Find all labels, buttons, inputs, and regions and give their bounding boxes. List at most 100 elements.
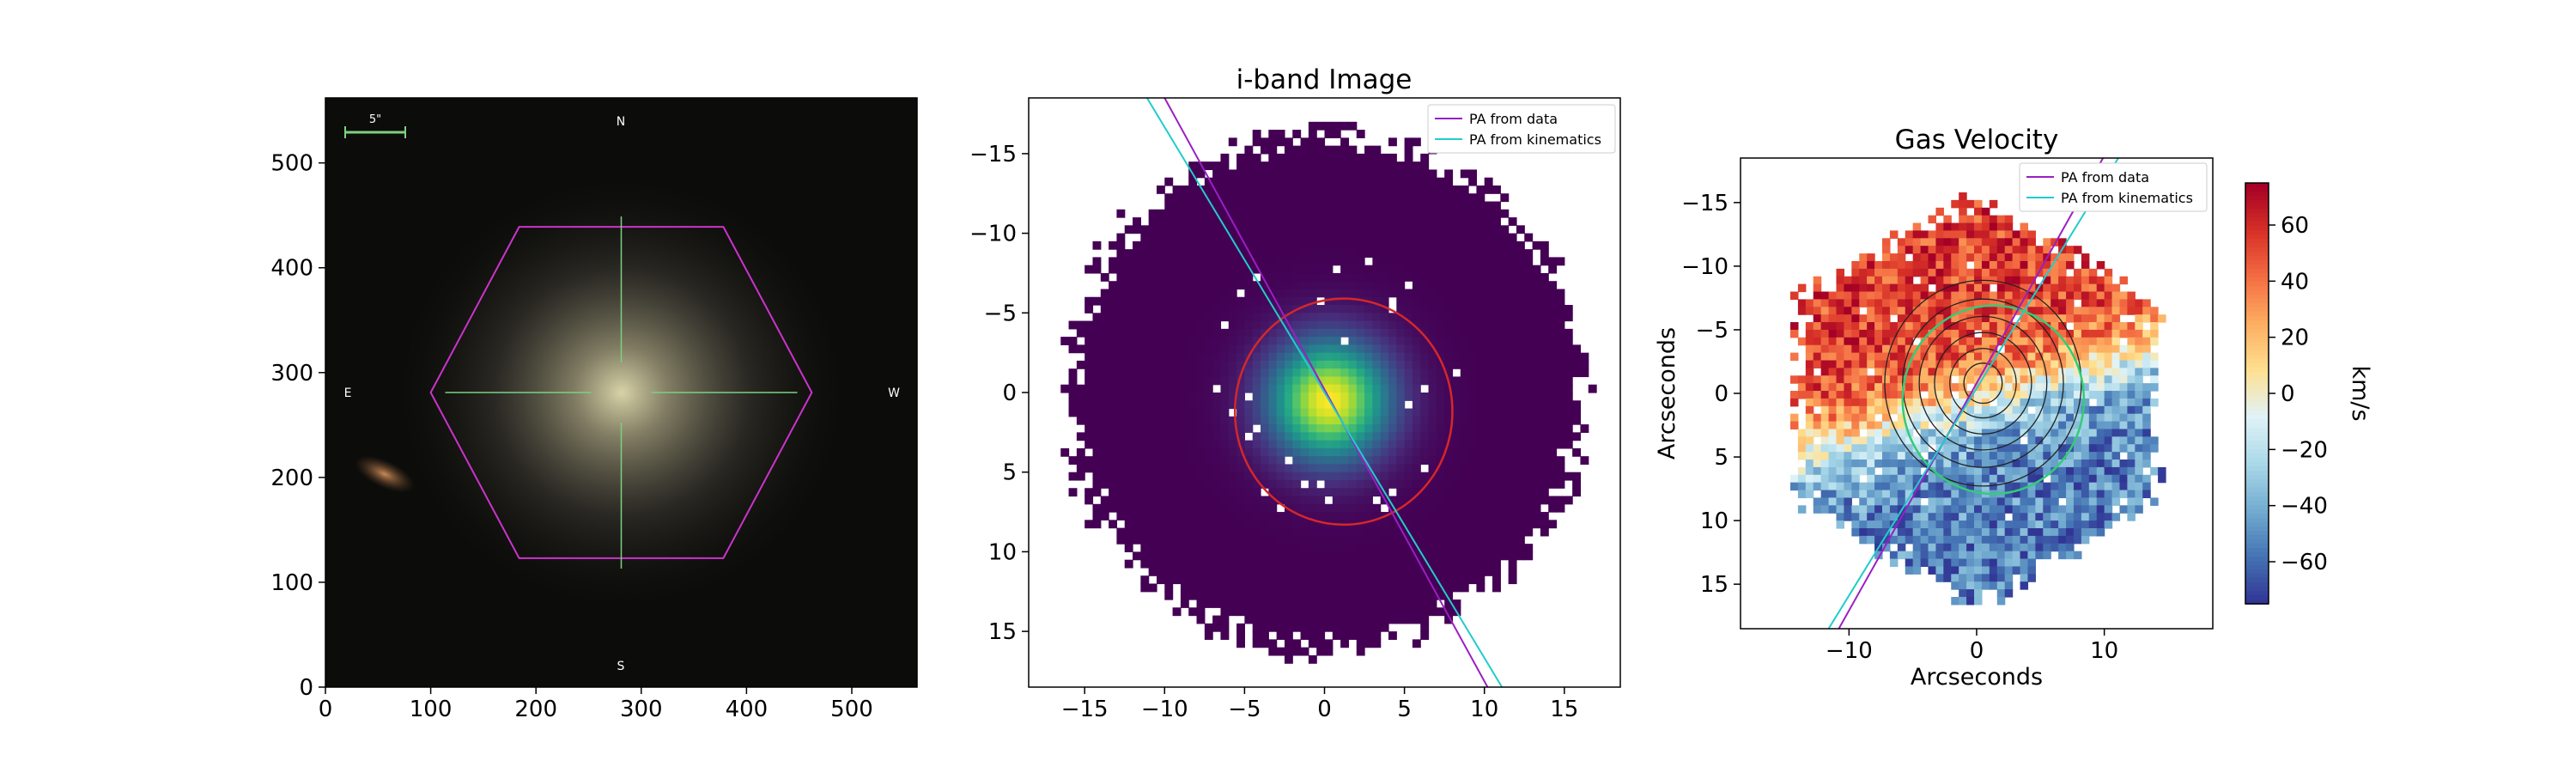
velocity-pixel [2066, 527, 2075, 537]
ifu-hexagon [429, 226, 813, 559]
iband-pixel [1532, 496, 1541, 505]
iband-pixel [1164, 209, 1174, 218]
iband-pixel [1172, 368, 1182, 378]
iband-pixel [1364, 233, 1373, 242]
iband-pixel [1172, 432, 1182, 441]
iband-pixel [1300, 424, 1309, 433]
velocity-pixel [1996, 307, 2006, 315]
iband-pixel [1468, 376, 1478, 386]
iband-pixel [1380, 289, 1389, 298]
iband-pixel [1348, 193, 1358, 203]
velocity-pixel [1920, 337, 1929, 346]
iband-pixel [1476, 464, 1485, 473]
iband-pixel [1180, 440, 1189, 449]
iband-pixel [1508, 472, 1517, 481]
velocity-pixel [2111, 299, 2121, 307]
velocity-pixel [2004, 260, 2014, 270]
iband-pixel [1396, 527, 1406, 537]
iband-pixel [1276, 488, 1285, 497]
iband-pixel [1332, 121, 1341, 131]
iband-pixel [1484, 567, 1493, 576]
velocity-pixel [2035, 260, 2044, 270]
iband-pixel [1556, 479, 1565, 489]
velocity-pixel [1797, 466, 1807, 476]
velocity-pixel [1928, 253, 1937, 262]
velocity-pixel [1874, 329, 1883, 338]
iband-pixel [1540, 337, 1549, 345]
iband-pixel [1236, 447, 1245, 457]
iband-pixel [1468, 544, 1478, 553]
velocity-pixel [1959, 581, 1967, 590]
iband-pixel [1444, 193, 1454, 203]
velocity-pixel [2043, 368, 2051, 376]
iband-pixel [1428, 464, 1437, 473]
velocity-pixel [1912, 230, 1922, 239]
velocity-pixel [1943, 291, 1952, 300]
iband-pixel [1212, 233, 1222, 242]
velocity-pixel [1882, 482, 1891, 491]
iband-pixel [1324, 177, 1334, 186]
iband-pixel [1116, 393, 1126, 401]
iband-pixel [1068, 393, 1078, 401]
iband-pixel [1500, 535, 1510, 545]
iband-pixel [1556, 360, 1565, 369]
velocity-pixel [2073, 368, 2082, 376]
iband-pixel [1460, 185, 1469, 194]
iband-pixel [1420, 535, 1430, 545]
iband-pixel [1348, 265, 1358, 274]
iband-pixel [1284, 249, 1293, 259]
iband-pixel [1188, 368, 1198, 378]
iband-pixel [1228, 591, 1237, 600]
iband-pixel [1284, 145, 1293, 155]
iband-pixel [1412, 249, 1421, 259]
iband-pixel [1508, 257, 1517, 266]
iband-pixel [1180, 496, 1189, 505]
iband-pixel [1268, 305, 1278, 313]
iband-pixel [1548, 368, 1558, 378]
iband-pixel [1196, 503, 1206, 513]
iband-pixel [1148, 225, 1157, 234]
velocity-pixel [1943, 527, 1952, 537]
velocity-pixel [1943, 368, 1952, 376]
velocity-pixel [2058, 520, 2067, 529]
velocity-pixel [1996, 283, 2006, 293]
velocity-pixel [2020, 246, 2029, 254]
velocity-pixel [2035, 405, 2044, 415]
iband-pixel [1284, 376, 1293, 386]
velocity-pixel [2073, 466, 2082, 476]
iband-pixel [1140, 559, 1150, 569]
velocity-pixel [2035, 307, 2044, 315]
iband-pixel [1220, 233, 1230, 242]
velocity-pixel [1820, 460, 1830, 468]
velocity-pixel [1912, 253, 1922, 262]
iband-pixel [1436, 400, 1445, 410]
iband-pixel [1340, 320, 1350, 330]
iband-pixel [1420, 328, 1430, 338]
iband-pixel [1092, 344, 1102, 354]
velocity-pixel [1943, 513, 1952, 521]
iband-pixel [1428, 488, 1437, 497]
iband-pixel [1284, 472, 1293, 481]
iband-pixel [1420, 512, 1430, 520]
iband-pixel [1428, 328, 1437, 338]
iband-pixel [1236, 305, 1245, 313]
velocity-pixel [1966, 490, 1975, 499]
velocity-pixel [2020, 398, 2029, 407]
velocity-pixel [2081, 391, 2090, 399]
velocity-pixel [1805, 413, 1814, 423]
iband-pixel [1340, 328, 1350, 338]
iband-pixel [1436, 217, 1445, 226]
iband-pixel [1460, 520, 1469, 529]
velocity-pixel [1851, 505, 1860, 514]
velocity-pixel [2096, 276, 2105, 285]
iband-pixel [1420, 272, 1430, 282]
iband-pixel [1380, 313, 1389, 322]
velocity-pixel [2058, 436, 2067, 445]
velocity-pixel [1935, 383, 1944, 392]
velocity-pixel [2081, 413, 2090, 423]
velocity-pixel [1889, 398, 1899, 407]
velocity-pixel [1974, 314, 1983, 323]
iband-pixel [1516, 393, 1525, 401]
iband-pixel [1540, 313, 1549, 322]
velocity-pixel [2088, 474, 2098, 484]
